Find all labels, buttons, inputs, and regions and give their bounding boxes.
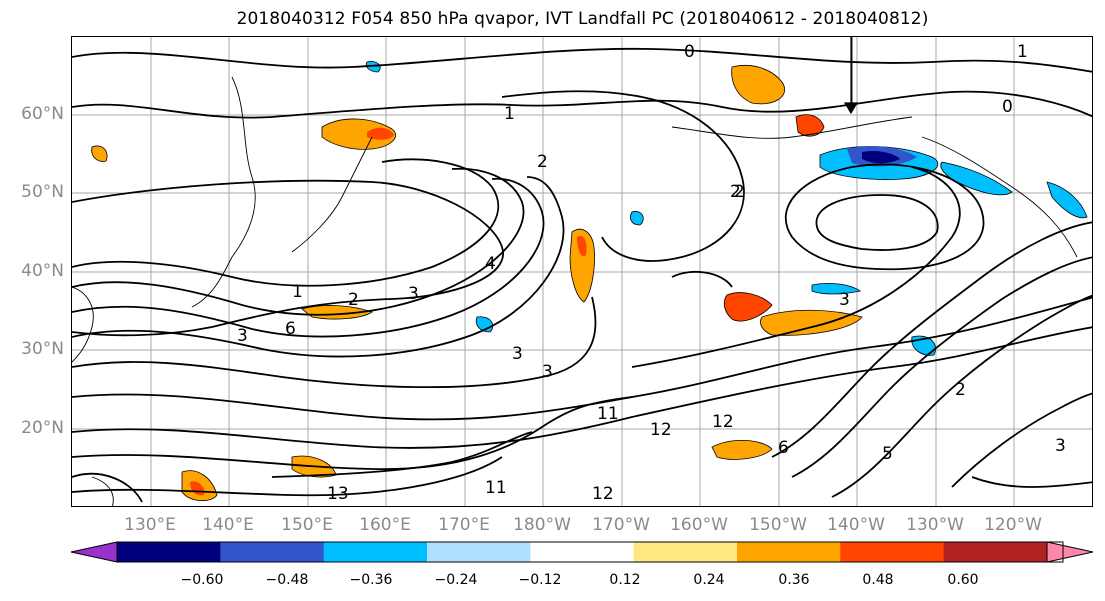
contour-label: 2 — [734, 182, 745, 202]
lon-label-120w: 120°W — [984, 515, 1042, 535]
shade-blue-patch — [862, 150, 900, 164]
colorbar-extend-low — [70, 541, 118, 563]
contour-label: 2 — [730, 182, 741, 202]
colorbar-segment — [737, 542, 841, 562]
colorbar-segment — [943, 542, 1048, 562]
lon-label-170e: 170°E — [438, 515, 490, 535]
contour-label: 3 — [542, 362, 553, 382]
shade-orange-patch — [91, 145, 108, 162]
colorbar-tick-label: 0.48 — [862, 572, 894, 588]
contour-label: 12 — [712, 412, 734, 432]
colorbar-tick-label: 0.12 — [609, 572, 641, 588]
contours — [72, 47, 1092, 503]
colorbar-border — [116, 541, 1064, 563]
shade-orange-patch — [711, 440, 773, 460]
colorbar-tick-label: −0.36 — [349, 572, 393, 588]
colorbar-tick-label: 0.24 — [693, 572, 725, 588]
lon-label-130e: 130°E — [124, 515, 176, 535]
contour-label: 11 — [485, 478, 507, 498]
colorbar-segment — [530, 542, 635, 562]
colorbar-segment — [840, 542, 945, 562]
colorbar-tick-label: −0.12 — [518, 572, 562, 588]
contour-label: 1 — [504, 104, 515, 124]
lon-label-160w: 160°W — [670, 515, 728, 535]
contour-label: 2 — [955, 380, 966, 400]
coastlines — [72, 37, 1078, 506]
colorbar-segment — [323, 542, 428, 562]
shade-orange-patch — [795, 114, 825, 137]
contour-label: 12 — [592, 484, 614, 504]
contour-label: 5 — [882, 444, 893, 464]
contour-label: 3 — [512, 344, 523, 364]
lon-label-160e: 160°E — [359, 515, 411, 535]
colorbar-tick-label: −0.24 — [434, 572, 478, 588]
map-panel: 0 1 2 2 1 2 3 4 3 6 3 3 3 2 11 12 12 13 … — [71, 36, 1093, 507]
contour-label: 6 — [778, 438, 789, 458]
colorbar-extend-high — [1046, 541, 1094, 563]
contour-map: 0 1 2 2 1 2 3 4 3 6 3 3 3 2 11 12 12 13 … — [72, 37, 1092, 506]
colorbar — [70, 541, 1094, 563]
contour-label: 0 — [1002, 97, 1013, 117]
lon-label-150e: 150°E — [281, 515, 333, 535]
lat-label-50n: 50°N — [21, 182, 64, 202]
contour-label: 1 — [1017, 42, 1028, 62]
colorbar-tick-label: −0.60 — [180, 572, 224, 588]
contour-label: 6 — [285, 319, 296, 339]
contour-labels: 0 1 2 2 1 2 3 4 3 6 3 3 3 2 11 12 12 13 … — [237, 42, 1066, 504]
lon-label-170w: 170°W — [592, 515, 650, 535]
lat-label-60n: 60°N — [21, 104, 64, 124]
shade-orange-patch — [760, 309, 863, 336]
shade-blue-patch — [940, 161, 1013, 196]
colorbar-tick-label: 0.36 — [778, 572, 810, 588]
contour-label: 3 — [839, 290, 850, 310]
contour-label: 1 — [292, 282, 303, 302]
lon-label-140e: 140°E — [202, 515, 254, 535]
contour-label: 13 — [327, 484, 349, 504]
lon-label-140w: 140°W — [827, 515, 885, 535]
lon-label-130w: 130°W — [906, 515, 964, 535]
arrow-marker — [843, 37, 859, 115]
colorbar-segments — [70, 541, 1094, 563]
colorbar-segment — [220, 542, 325, 562]
lon-label-150w: 150°W — [749, 515, 807, 535]
anomaly-shading — [91, 60, 1088, 502]
shade-orange-patch — [569, 228, 595, 303]
shade-orange-patch — [321, 118, 397, 150]
contour-label: 3 — [408, 284, 419, 304]
map-title: 2018040312 F054 850 hPa qvapor, IVT Land… — [236, 9, 929, 29]
contour-label: 3 — [1055, 436, 1066, 456]
contour-label: 3 — [237, 326, 248, 346]
contour-label: 12 — [650, 420, 672, 440]
contour-label: 4 — [485, 254, 496, 274]
shade-blue-patch — [1046, 181, 1088, 219]
colorbar-tick-label: 0.60 — [947, 572, 979, 588]
contour-label: 11 — [597, 404, 619, 424]
contour-label: 0 — [684, 42, 695, 62]
lon-label-180w: 180°W — [513, 515, 571, 535]
lat-label-30n: 30°N — [21, 339, 64, 359]
lat-label-20n: 20°N — [21, 418, 64, 438]
colorbar-segment — [117, 542, 221, 562]
shade-orange-patch — [731, 65, 785, 105]
contour-label: 2 — [537, 152, 548, 172]
shade-orange-patch — [367, 127, 394, 140]
colorbar-segment — [427, 542, 531, 562]
colorbar-tick-label: −0.48 — [265, 572, 309, 588]
shade-orange-patch — [577, 236, 587, 257]
shade-blue-patch — [630, 211, 644, 226]
lat-label-40n: 40°N — [21, 261, 64, 281]
colorbar-segment — [633, 542, 738, 562]
shade-blue-patch — [811, 283, 861, 295]
contour-label: 2 — [348, 290, 359, 310]
shade-orange-patch — [723, 292, 773, 322]
